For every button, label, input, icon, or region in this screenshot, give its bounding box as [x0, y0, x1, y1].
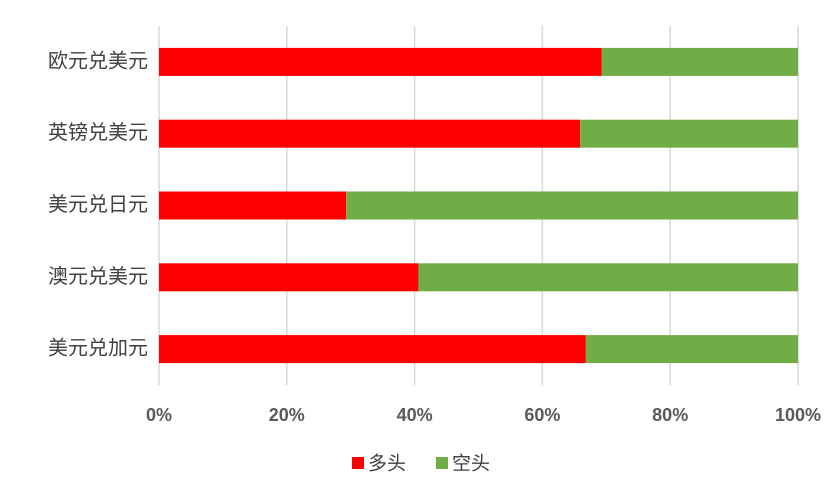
legend-label: 空头	[452, 453, 490, 475]
bar-segment	[346, 191, 798, 220]
bar-segment	[159, 119, 581, 148]
y-tick-label: 美元兑日元	[48, 192, 148, 216]
bar-segment	[159, 263, 419, 292]
bar-segment	[580, 119, 798, 148]
x-tick-label: 40%	[397, 405, 433, 425]
bar-segment	[585, 335, 798, 364]
y-tick-label: 欧元兑美元	[48, 48, 148, 72]
y-tick-label: 美元兑加元	[48, 336, 148, 360]
x-tick-label: 0%	[146, 405, 172, 425]
legend-swatch	[352, 457, 364, 469]
legend-swatch	[436, 457, 448, 469]
x-tick-label: 60%	[524, 405, 560, 425]
x-tick-label: 20%	[269, 405, 305, 425]
legend-label: 多头	[368, 453, 406, 475]
bar-segment	[418, 263, 798, 292]
x-tick-label: 100%	[775, 405, 821, 425]
y-tick-label: 澳元兑美元	[48, 264, 148, 288]
x-tick-label: 80%	[652, 405, 688, 425]
y-tick-label: 英镑兑美元	[48, 120, 148, 144]
bar-segment	[159, 191, 347, 220]
bar-segment	[159, 47, 602, 76]
bar-segment	[601, 47, 798, 76]
bar-segment	[159, 335, 586, 364]
